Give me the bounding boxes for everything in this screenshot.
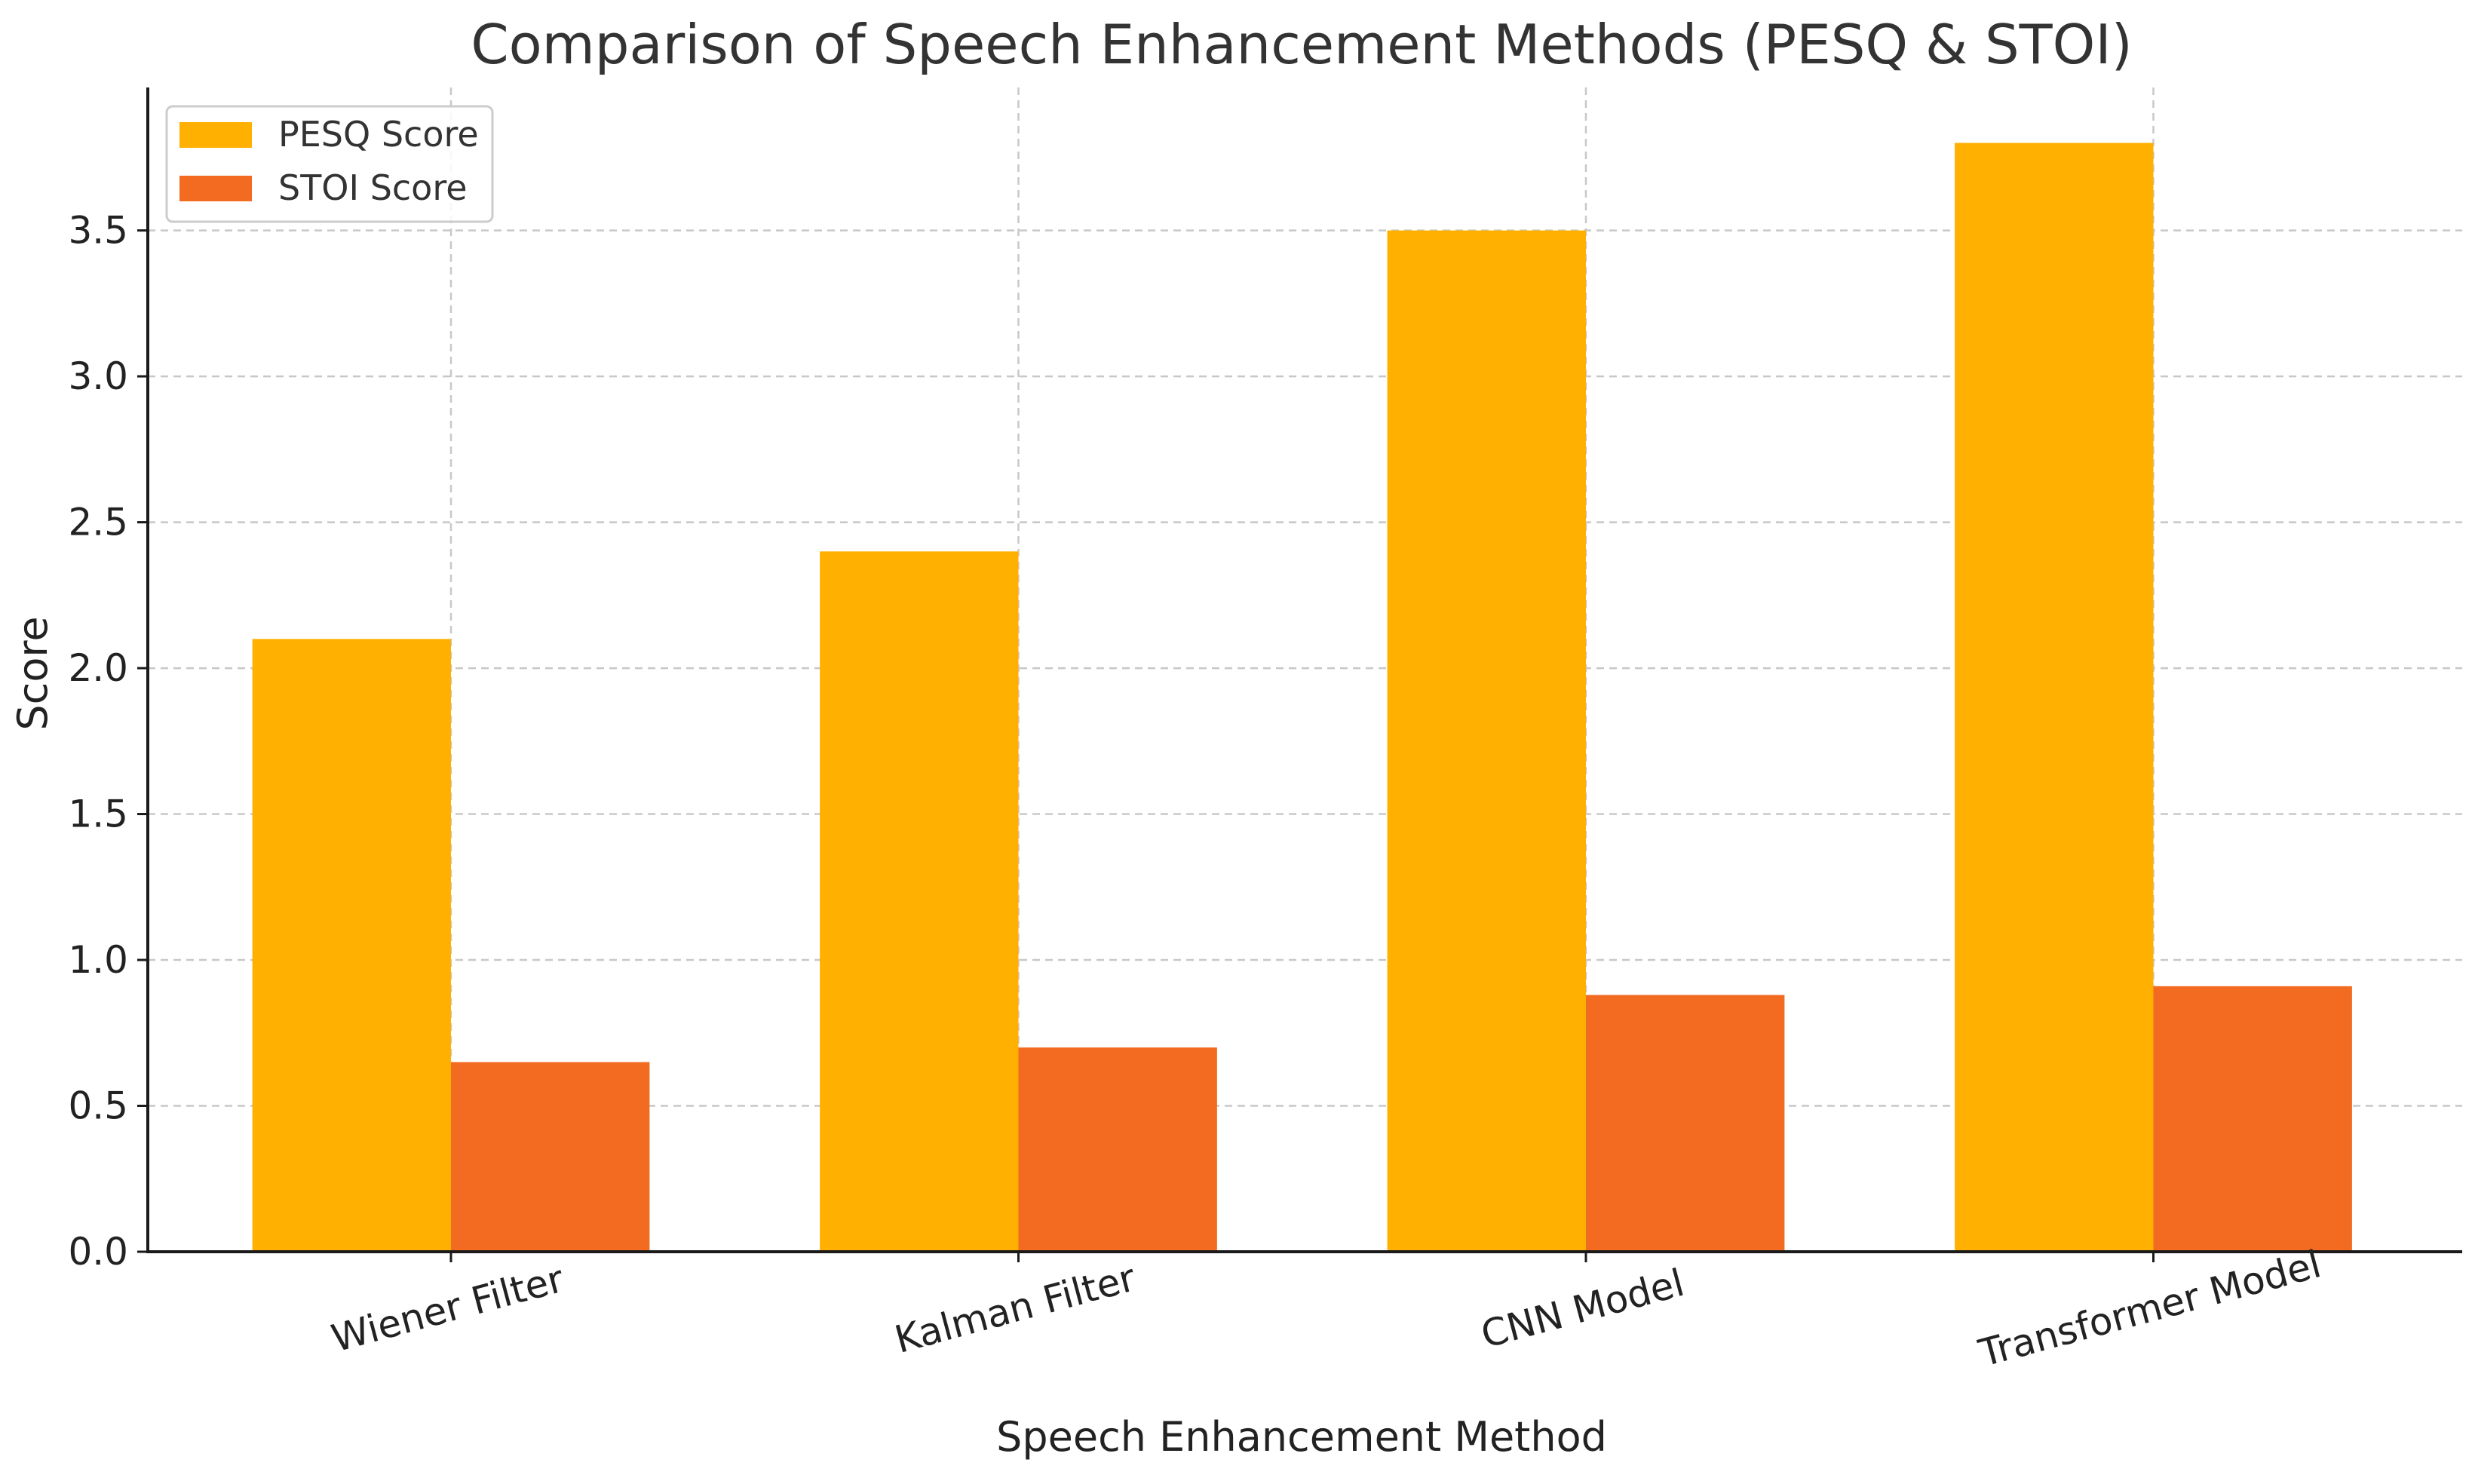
bar-pesq-score-transformer-model: [1955, 143, 2154, 1252]
bars: [252, 143, 2352, 1253]
chart-title: Comparison of Speech Enhancement Methods…: [471, 13, 2132, 76]
legend-swatch-stoi: [179, 176, 252, 201]
legend-label-pesq: PESQ Score: [278, 114, 479, 155]
bar-stoi-score-wiener-filter: [451, 1062, 650, 1252]
x-axis-label: Speech Enhancement Method: [996, 1413, 1607, 1461]
legend: PESQ Score STOI Score: [165, 105, 494, 223]
bar-pesq-score-kalman-filter: [820, 551, 1019, 1252]
y-tick-label-2: 1.0: [68, 938, 128, 982]
y-tick-label-5: 2.5: [68, 501, 128, 544]
y-tick-label-7: 3.5: [68, 209, 128, 253]
legend-label-stoi: STOI Score: [278, 167, 468, 208]
bar-pesq-score-cnn-model: [1387, 230, 1586, 1253]
y-axis-ticks: 0.0 0.5 1.0 1.5 2.0 2.5 3.0 3.5: [68, 209, 148, 1274]
bar-stoi-score-cnn-model: [1586, 995, 1785, 1252]
bar-stoi-score-transformer-model: [2153, 986, 2352, 1252]
bar-pesq-score-wiener-filter: [252, 639, 451, 1252]
bar-stoi-score-kalman-filter: [1018, 1047, 1217, 1252]
y-tick-label-1: 0.5: [68, 1084, 128, 1128]
y-axis-label: Score: [9, 616, 57, 730]
y-tick-label-3: 1.5: [68, 793, 128, 836]
legend-swatch-pesq: [179, 122, 252, 148]
y-tick-label-6: 3.0: [68, 354, 128, 398]
y-tick-label-4: 2.0: [68, 646, 128, 690]
axes: [146, 87, 2462, 1253]
y-tick-label-0: 0.0: [68, 1230, 128, 1274]
